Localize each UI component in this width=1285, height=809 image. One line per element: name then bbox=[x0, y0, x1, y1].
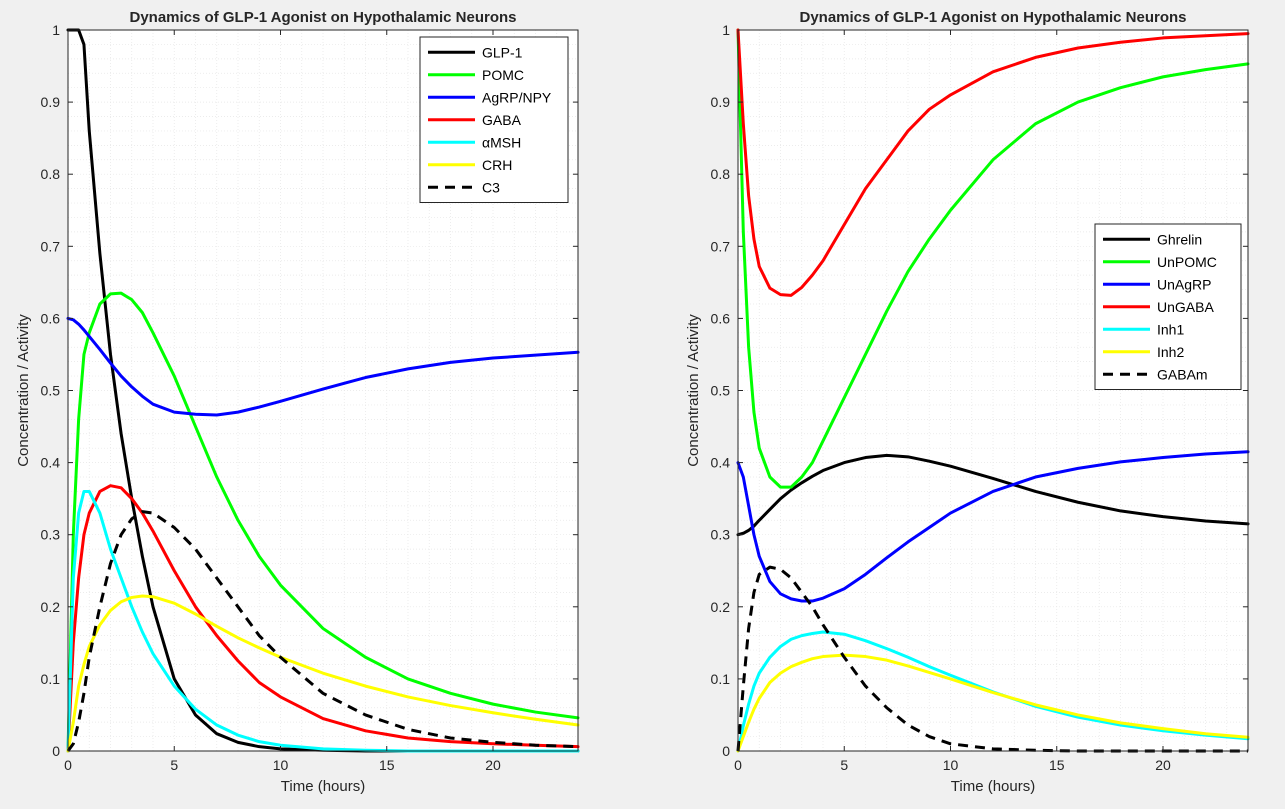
left-x-tick-label: 15 bbox=[379, 757, 395, 773]
right-series-inh1 bbox=[736, 630, 1250, 753]
right-legend-label-unpomc: UnPOMC bbox=[1157, 254, 1217, 270]
left-x-tick-label: 0 bbox=[64, 757, 72, 773]
left-legend[interactable]: GLP-1 POMC AgRP/NPY GABA αMSH CRH C3 bbox=[419, 36, 569, 203]
right-y-axis-label: Concentration / Activity bbox=[685, 314, 702, 467]
right-y-tick-label: 0.1 bbox=[711, 671, 731, 687]
right-legend-label-ghrelin: Ghrelin bbox=[1157, 231, 1202, 247]
right-y-tick-label: 0.9 bbox=[711, 94, 731, 110]
right-series-ungaba bbox=[736, 28, 1250, 297]
left-grid bbox=[68, 30, 578, 751]
right-y-tick-label: 0.7 bbox=[711, 238, 731, 254]
left-legend-label-pomc: POMC bbox=[482, 67, 524, 83]
right-y-tick-label: 0.3 bbox=[711, 527, 731, 543]
right-y-tick-label: 0.4 bbox=[711, 455, 731, 471]
right-legend[interactable]: Ghrelin UnPOMC UnAgRP UnGABA Inh1 Inh2 GABAm bbox=[1094, 223, 1242, 390]
right-series-unpomc bbox=[736, 28, 1250, 489]
right-chart: 0 5 10 15 20 0 0.1 0.2 0.3 0.4 0.5 0.6 0.7 0.8 0.9 1 Dy… bbox=[685, 9, 1250, 795]
left-y-tick-label: 0.1 bbox=[41, 671, 61, 687]
right-y-tick-label: 0 bbox=[722, 743, 730, 759]
right-series-inh2 bbox=[736, 653, 1250, 753]
left-y-tick-label: 0.9 bbox=[41, 94, 61, 110]
left-legend-label-msh: αMSH bbox=[482, 134, 521, 150]
left-series-crh bbox=[66, 594, 580, 753]
right-series-lines bbox=[736, 28, 1250, 753]
right-y-tick-label: 1 bbox=[722, 22, 730, 38]
right-y-tick-label: 0.6 bbox=[711, 310, 731, 326]
left-legend-label-glp-1: GLP-1 bbox=[482, 44, 523, 60]
left-x-tick-label: 20 bbox=[485, 757, 501, 773]
left-ticks: 0 5 10 15 20 0 0.1 0.2 0.3 0.4 0.5 0.6 0.7 0.8 0.9 1 bbox=[41, 22, 578, 773]
left-x-tick-label: 5 bbox=[170, 757, 178, 773]
right-x-axis-label: Time (hours) bbox=[951, 778, 1035, 795]
right-x-tick-label: 15 bbox=[1049, 757, 1065, 773]
left-legend-label-crh: CRH bbox=[482, 157, 512, 173]
left-chart: 0 5 10 15 20 0 0.1 0.2 0.3 0.4 0.5 0.6 0.7 0.8 0.9 1 Dy… bbox=[15, 9, 580, 795]
left-y-tick-label: 0.5 bbox=[41, 383, 61, 399]
right-legend-label-inh1: Inh1 bbox=[1157, 321, 1184, 337]
right-legend-label-gabam: GABAm bbox=[1157, 366, 1208, 382]
right-grid bbox=[738, 30, 1248, 751]
right-y-tick-label: 0.2 bbox=[711, 599, 731, 615]
left-series-gaba bbox=[66, 484, 580, 753]
right-x-tick-label: 5 bbox=[840, 757, 848, 773]
left-series-lines bbox=[66, 28, 580, 753]
left-series-agrp-npy bbox=[66, 316, 580, 417]
left-y-axis-label: Concentration / Activity bbox=[15, 314, 32, 467]
left-y-tick-label: 0.6 bbox=[41, 310, 61, 326]
right-chart-title: Dynamics of GLP-1 Agonist on Hypothalami… bbox=[800, 9, 1187, 26]
left-x-tick-label: 10 bbox=[273, 757, 289, 773]
right-x-tick-label: 0 bbox=[734, 757, 742, 773]
right-series-ghrelin bbox=[736, 453, 1250, 537]
left-legend-label-agrp-npy: AgRP/NPY bbox=[482, 89, 552, 105]
left-y-tick-label: 0.2 bbox=[41, 599, 61, 615]
left-legend-label-c3: C3 bbox=[482, 179, 500, 195]
right-ticks: 0 5 10 15 20 0 0.1 0.2 0.3 0.4 0.5 0.6 0.7 0.8 0.9 1 bbox=[711, 22, 1248, 773]
right-x-tick-label: 10 bbox=[943, 757, 959, 773]
left-y-tick-label: 0.7 bbox=[41, 238, 61, 254]
right-legend-label-ungaba: UnGABA bbox=[1157, 299, 1214, 315]
right-y-tick-label: 0.5 bbox=[711, 383, 731, 399]
left-legend-label-gaba: GABA bbox=[482, 112, 522, 128]
right-legend-label-inh2: Inh2 bbox=[1157, 344, 1184, 360]
left-y-tick-label: 0 bbox=[52, 743, 60, 759]
left-x-axis-label: Time (hours) bbox=[281, 778, 365, 795]
left-chart-title: Dynamics of GLP-1 Agonist on Hypothalami… bbox=[130, 9, 517, 26]
left-y-tick-label: 0.3 bbox=[41, 527, 61, 543]
right-series-unagrp bbox=[736, 450, 1250, 603]
left-y-tick-label: 1 bbox=[52, 22, 60, 38]
left-y-tick-label: 0.8 bbox=[41, 166, 61, 182]
right-y-tick-label: 0.8 bbox=[711, 166, 731, 182]
right-legend-label-unagrp: UnAgRP bbox=[1157, 276, 1211, 292]
left-y-tick-label: 0.4 bbox=[41, 455, 61, 471]
left-series-c3 bbox=[66, 510, 579, 752]
right-x-tick-label: 20 bbox=[1155, 757, 1171, 773]
